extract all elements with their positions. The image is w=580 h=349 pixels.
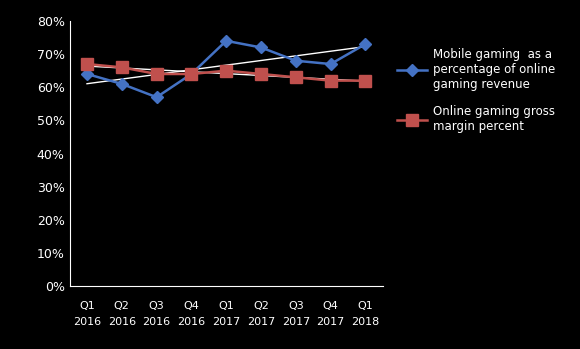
Text: 2017: 2017 bbox=[282, 317, 310, 327]
Text: Q3: Q3 bbox=[288, 301, 304, 311]
Text: Q4: Q4 bbox=[183, 301, 200, 311]
Text: Q4: Q4 bbox=[322, 301, 339, 311]
Text: Q1: Q1 bbox=[357, 301, 374, 311]
Text: 2017: 2017 bbox=[212, 317, 240, 327]
Text: Q1: Q1 bbox=[79, 301, 95, 311]
Text: 2018: 2018 bbox=[351, 317, 379, 327]
Legend: Mobile gaming  as a
percentage of online
gaming revenue, Online gaming gross
mar: Mobile gaming as a percentage of online … bbox=[397, 48, 555, 133]
Text: 2016: 2016 bbox=[143, 317, 171, 327]
Text: Q3: Q3 bbox=[148, 301, 165, 311]
Text: 2016: 2016 bbox=[73, 317, 101, 327]
Text: 2016: 2016 bbox=[177, 317, 205, 327]
Text: 2016: 2016 bbox=[108, 317, 136, 327]
Text: 2017: 2017 bbox=[247, 317, 275, 327]
Text: Q1: Q1 bbox=[218, 301, 234, 311]
Text: Q2: Q2 bbox=[114, 301, 130, 311]
Text: Q2: Q2 bbox=[253, 301, 269, 311]
Text: 2017: 2017 bbox=[317, 317, 345, 327]
